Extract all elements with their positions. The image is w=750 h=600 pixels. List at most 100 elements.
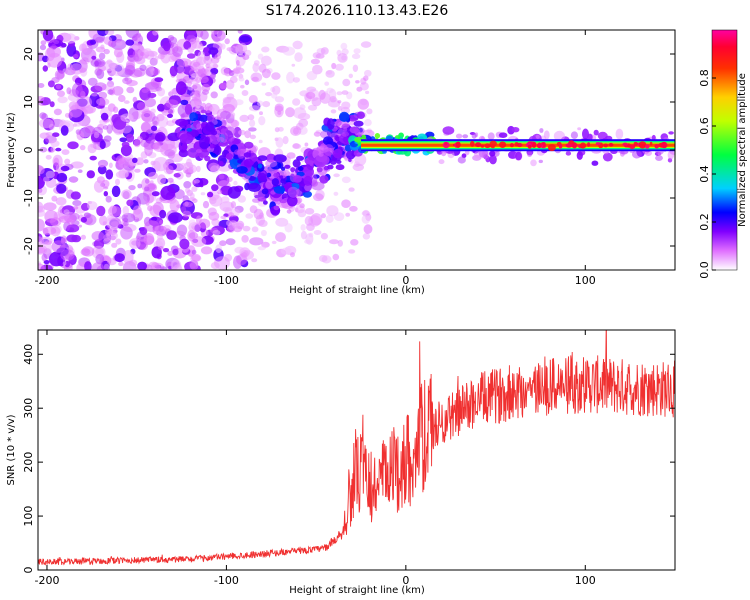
spectrogram-blob [478,149,489,158]
spectrogram-blob [107,89,114,95]
spectrogram-blob [234,149,241,156]
spectrogram-blob [191,253,201,262]
spectrogram-blob [203,47,210,52]
spectrogram-blob [210,67,219,75]
spectrogram-blob [343,127,348,132]
spectrogram-blob [196,123,202,130]
spectrogram-blob [320,47,329,55]
spectrogram-blob [149,180,154,185]
spectrogram-blob [249,134,256,140]
spectrogram-blob [271,178,280,186]
spectrogram-blob [121,141,130,148]
spectrogram-blob [64,33,77,44]
colorbar: 0.0 0.2 0.4 0.6 0.8 Normalized spectral ampl… [698,29,748,279]
spectrogram-blob [187,47,195,53]
spectrogram-blob [189,112,199,122]
spectrogram-blob [307,104,318,111]
spectrogram-blob [38,83,45,88]
spectrogram-blob [81,47,88,53]
spectrogram-blob [542,142,546,146]
snr-y-label: SNR (10 * v/v) [6,414,17,485]
spectrogram-blob [364,119,372,127]
spectrogram-blob [137,183,143,189]
spectrogram-blob [318,89,326,100]
spectrogram-blob [308,232,314,238]
spectrogram-blob [489,150,496,157]
spectrogram-blob [234,246,245,254]
spectrogram-blob [275,137,284,148]
spectrogram-blob [251,226,259,233]
spectrogram-blob [114,253,125,263]
spectrogram-blob [70,63,83,75]
spectrogram-blob [60,125,69,136]
spectrogram-blob [645,144,650,149]
spectrogram-blob [572,142,577,149]
spectrogram-blob [132,205,142,215]
spectrogram-blob [343,136,350,143]
spectrogram-blob [535,134,540,139]
spectrogram-blob [144,97,157,108]
spectrogram-blob [543,130,550,140]
snr-y-ticks: 0 100 200 300 400 [22,344,675,574]
spectrogram-blob [183,60,189,67]
spectrogram-blob [191,236,207,247]
spectrogram-y-label: Frequency (Hz) [6,112,17,188]
spectrogram-blob [38,263,45,270]
spectrogram-blob [115,155,126,165]
spectrogram-blob [629,144,636,150]
spectrogram-blob [200,246,213,255]
spectrogram-blob [38,166,45,175]
spectrogram-blob [334,63,344,71]
spectrogram-blob [105,195,112,203]
spectrogram-blob [192,198,198,204]
spectrogram-blob [51,240,66,253]
spectrogram-blob [157,103,165,112]
spectrogram-blob [103,263,110,270]
spectrogram-blob [240,84,245,89]
spectrogram-blob [66,87,72,95]
spectrogram-blob [279,175,284,180]
spectrogram-blob [178,149,189,158]
spectrogram-blob [280,247,292,255]
spectrogram-blob [582,128,589,140]
spectrogram-blob [484,143,491,149]
spectrogram-blob [196,165,201,173]
spectrogram-blob [183,40,192,50]
spectrogram-blob [339,111,350,122]
spectrogram-blob [527,151,533,158]
spectrogram-blob [38,236,45,246]
spectrogram-blob [75,129,82,135]
spectrogram-blob [292,98,301,106]
spectrogram-blob [122,205,129,216]
spectrogram-blob [538,159,543,164]
spectrogram-blob [143,186,150,192]
spectrogram-blob [363,224,373,234]
spectrogram-blob [352,163,364,171]
spectrogram-blob [149,204,162,217]
spectrogram-blob [96,97,110,106]
spectrogram-blob [105,169,114,180]
spectrogram-blob [275,217,289,227]
spectrogram-blob [133,139,141,148]
spectrogram-blob [60,165,70,172]
spectrogram-blob [229,112,236,118]
spectrogram-blob [332,253,340,261]
spectrogram-blob [94,82,107,92]
spectrogram-blob [341,90,349,95]
spectrogram-blob [91,262,105,270]
spectrogram-blob [176,224,188,237]
x-tick-label: 0 [402,274,409,287]
spectrogram-blob [180,113,185,119]
spectrogram-blob [210,30,219,35]
spectrogram-blob [321,213,326,219]
spectrogram-blob [42,226,57,235]
spectrogram-blob [172,248,179,256]
spectrogram-blob [515,151,522,161]
spectrogram-blob [179,94,191,102]
spectrogram-blob [225,238,236,246]
snr-panel: -200 -100 0 100 0 100 200 300 400 Height of str… [6,329,676,596]
spectrogram-blob [199,183,204,188]
x-tick-label: -200 [34,574,59,587]
spectrogram-blob [212,229,221,236]
spectrogram-blob [209,107,215,112]
